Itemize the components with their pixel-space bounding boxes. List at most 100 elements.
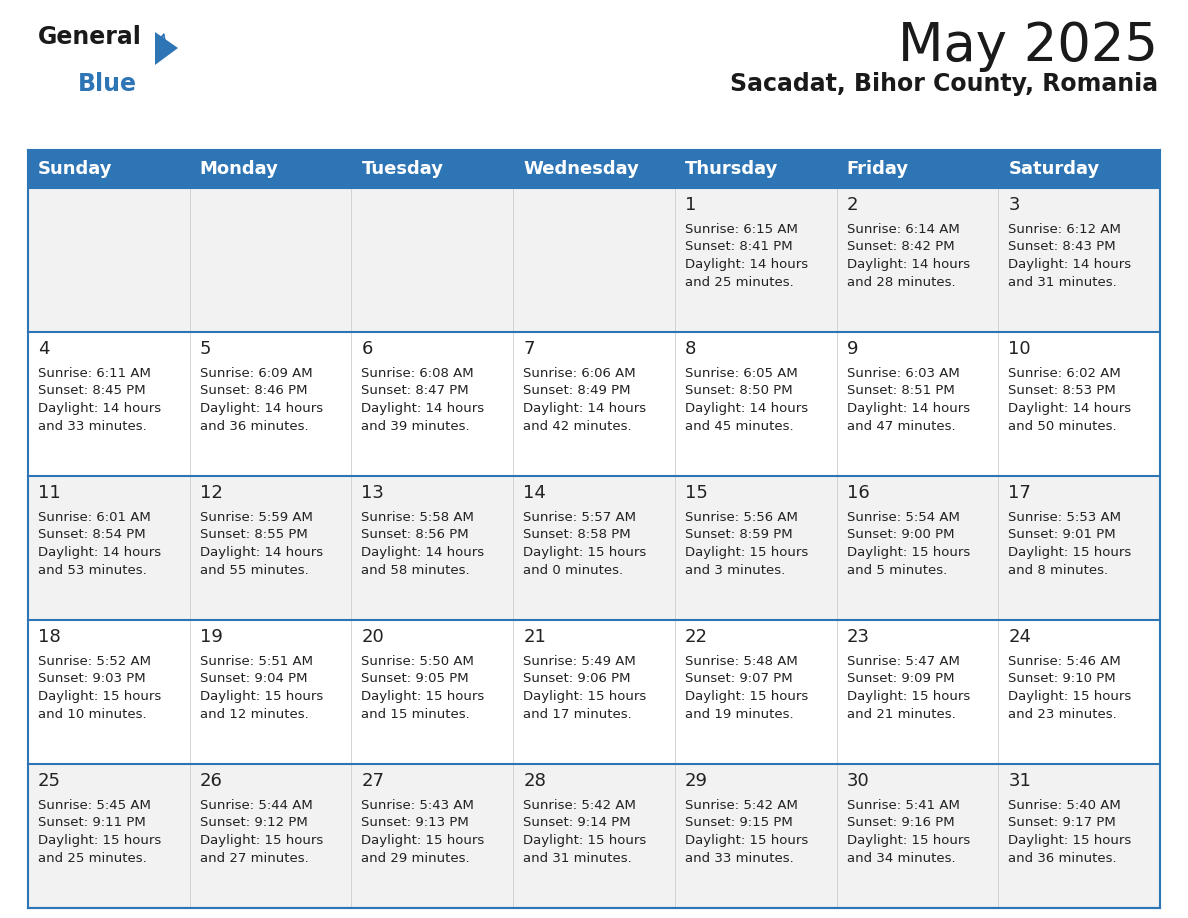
Text: Sunset: 9:16 PM: Sunset: 9:16 PM	[847, 816, 954, 830]
Text: Sunrise: 6:05 AM: Sunrise: 6:05 AM	[684, 367, 797, 380]
Text: and 31 minutes.: and 31 minutes.	[523, 852, 632, 865]
Text: Sunrise: 5:47 AM: Sunrise: 5:47 AM	[847, 655, 960, 668]
Text: and 10 minutes.: and 10 minutes.	[38, 708, 146, 721]
Text: 18: 18	[38, 628, 61, 646]
Bar	[29, 332, 1159, 476]
Text: Daylight: 15 hours: Daylight: 15 hours	[684, 546, 808, 559]
Text: Sunset: 9:04 PM: Sunset: 9:04 PM	[200, 673, 308, 686]
Text: 28: 28	[523, 772, 546, 790]
Text: 8: 8	[684, 340, 696, 358]
Text: Sunset: 8:43 PM: Sunset: 8:43 PM	[1009, 241, 1116, 253]
Text: 13: 13	[361, 484, 384, 502]
Text: and 23 minutes.: and 23 minutes.	[1009, 708, 1117, 721]
Text: 14: 14	[523, 484, 546, 502]
Text: and 58 minutes.: and 58 minutes.	[361, 564, 470, 577]
Text: Sunset: 8:54 PM: Sunset: 8:54 PM	[38, 529, 146, 542]
Text: and 5 minutes.: and 5 minutes.	[847, 564, 947, 577]
Text: and 21 minutes.: and 21 minutes.	[847, 708, 955, 721]
Text: Sunset: 8:45 PM: Sunset: 8:45 PM	[38, 385, 146, 397]
Text: Daylight: 14 hours: Daylight: 14 hours	[38, 546, 162, 559]
Text: 9: 9	[847, 340, 858, 358]
Text: and 29 minutes.: and 29 minutes.	[361, 852, 470, 865]
Text: Daylight: 14 hours: Daylight: 14 hours	[361, 546, 485, 559]
Text: and 25 minutes.: and 25 minutes.	[38, 852, 147, 865]
Text: Sunrise: 5:56 AM: Sunrise: 5:56 AM	[684, 511, 797, 524]
Text: 10: 10	[1009, 340, 1031, 358]
Text: Sunrise: 6:08 AM: Sunrise: 6:08 AM	[361, 367, 474, 380]
Text: and 36 minutes.: and 36 minutes.	[200, 420, 309, 432]
Text: Sunrise: 5:43 AM: Sunrise: 5:43 AM	[361, 799, 474, 812]
Text: and 28 minutes.: and 28 minutes.	[847, 275, 955, 288]
Text: Sunrise: 5:50 AM: Sunrise: 5:50 AM	[361, 655, 474, 668]
Text: Daylight: 14 hours: Daylight: 14 hours	[1009, 258, 1131, 271]
Text: 25: 25	[38, 772, 61, 790]
Text: 11: 11	[38, 484, 61, 502]
Text: Daylight: 14 hours: Daylight: 14 hours	[200, 546, 323, 559]
Text: and 0 minutes.: and 0 minutes.	[523, 564, 624, 577]
Text: May 2025: May 2025	[898, 20, 1158, 72]
Text: Daylight: 14 hours: Daylight: 14 hours	[1009, 402, 1131, 415]
Text: Sunset: 8:51 PM: Sunset: 8:51 PM	[847, 385, 954, 397]
Text: Sunset: 9:05 PM: Sunset: 9:05 PM	[361, 673, 469, 686]
Text: and 47 minutes.: and 47 minutes.	[847, 420, 955, 432]
Text: 15: 15	[684, 484, 708, 502]
Text: Daylight: 15 hours: Daylight: 15 hours	[1009, 834, 1131, 847]
Text: Sunrise: 5:52 AM: Sunrise: 5:52 AM	[38, 655, 151, 668]
Text: Sunset: 9:17 PM: Sunset: 9:17 PM	[1009, 816, 1116, 830]
Text: Sunrise: 5:53 AM: Sunrise: 5:53 AM	[1009, 511, 1121, 524]
Text: and 31 minutes.: and 31 minutes.	[1009, 275, 1117, 288]
Text: Sunrise: 5:49 AM: Sunrise: 5:49 AM	[523, 655, 636, 668]
Text: Sunrise: 5:58 AM: Sunrise: 5:58 AM	[361, 511, 474, 524]
Text: and 36 minutes.: and 36 minutes.	[1009, 852, 1117, 865]
Text: Blue: Blue	[78, 72, 137, 96]
Text: 3: 3	[1009, 196, 1019, 214]
Text: Daylight: 15 hours: Daylight: 15 hours	[847, 690, 969, 703]
Text: Sunrise: 6:12 AM: Sunrise: 6:12 AM	[1009, 223, 1121, 236]
Text: 17: 17	[1009, 484, 1031, 502]
Text: Sunrise: 5:42 AM: Sunrise: 5:42 AM	[684, 799, 797, 812]
Text: 20: 20	[361, 628, 384, 646]
Text: Daylight: 15 hours: Daylight: 15 hours	[1009, 690, 1131, 703]
Text: and 15 minutes.: and 15 minutes.	[361, 708, 470, 721]
Text: 5: 5	[200, 340, 211, 358]
Text: Sunrise: 5:45 AM: Sunrise: 5:45 AM	[38, 799, 151, 812]
Text: Sunrise: 6:14 AM: Sunrise: 6:14 AM	[847, 223, 960, 236]
Text: and 12 minutes.: and 12 minutes.	[200, 708, 309, 721]
Text: Sunset: 9:07 PM: Sunset: 9:07 PM	[684, 673, 792, 686]
Text: Sunrise: 5:51 AM: Sunrise: 5:51 AM	[200, 655, 312, 668]
Text: Monday: Monday	[200, 160, 279, 178]
Text: 21: 21	[523, 628, 546, 646]
Text: Sunset: 8:49 PM: Sunset: 8:49 PM	[523, 385, 631, 397]
Text: Sunset: 9:01 PM: Sunset: 9:01 PM	[1009, 529, 1116, 542]
Text: Daylight: 14 hours: Daylight: 14 hours	[684, 258, 808, 271]
Text: Sunset: 9:14 PM: Sunset: 9:14 PM	[523, 816, 631, 830]
Text: Sunset: 9:06 PM: Sunset: 9:06 PM	[523, 673, 631, 686]
Bar	[29, 150, 1159, 188]
Bar	[29, 764, 1159, 908]
Text: Sunset: 8:55 PM: Sunset: 8:55 PM	[200, 529, 308, 542]
Text: Sunrise: 6:11 AM: Sunrise: 6:11 AM	[38, 367, 151, 380]
Text: Sunrise: 6:03 AM: Sunrise: 6:03 AM	[847, 367, 960, 380]
Text: Sunset: 8:42 PM: Sunset: 8:42 PM	[847, 241, 954, 253]
Text: Sunset: 9:00 PM: Sunset: 9:00 PM	[847, 529, 954, 542]
Text: and 34 minutes.: and 34 minutes.	[847, 852, 955, 865]
Polygon shape	[154, 32, 178, 65]
Text: Sunset: 8:53 PM: Sunset: 8:53 PM	[1009, 385, 1116, 397]
Text: Sacadat, Bihor County, Romania: Sacadat, Bihor County, Romania	[729, 72, 1158, 96]
Text: Sunrise: 5:40 AM: Sunrise: 5:40 AM	[1009, 799, 1121, 812]
Text: Wednesday: Wednesday	[523, 160, 639, 178]
Text: 7: 7	[523, 340, 535, 358]
Text: 27: 27	[361, 772, 385, 790]
Text: Sunday: Sunday	[38, 160, 113, 178]
Text: and 33 minutes.: and 33 minutes.	[38, 420, 147, 432]
Text: and 50 minutes.: and 50 minutes.	[1009, 420, 1117, 432]
Text: and 25 minutes.: and 25 minutes.	[684, 275, 794, 288]
Text: 4: 4	[38, 340, 50, 358]
Text: Sunset: 8:50 PM: Sunset: 8:50 PM	[684, 385, 792, 397]
Text: Daylight: 14 hours: Daylight: 14 hours	[361, 402, 485, 415]
Text: Sunset: 8:58 PM: Sunset: 8:58 PM	[523, 529, 631, 542]
Text: 22: 22	[684, 628, 708, 646]
Text: 24: 24	[1009, 628, 1031, 646]
Text: and 33 minutes.: and 33 minutes.	[684, 852, 794, 865]
Text: 31: 31	[1009, 772, 1031, 790]
